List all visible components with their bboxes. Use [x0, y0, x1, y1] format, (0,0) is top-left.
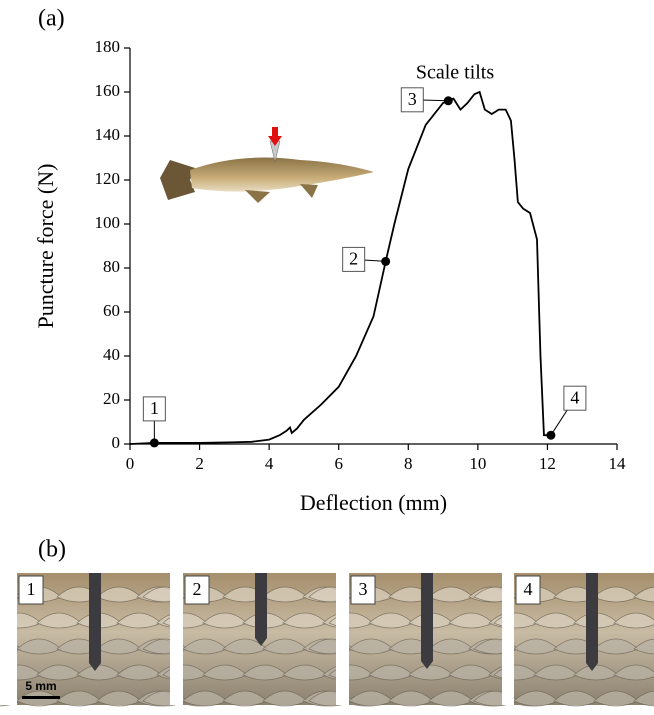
- probe: [586, 573, 598, 663]
- scale-bar-label: 5 mm: [25, 679, 56, 693]
- callout-box: [563, 385, 587, 411]
- fish-body: [190, 157, 374, 192]
- y-tick-label: 80: [103, 257, 120, 276]
- photo-label: 1: [27, 579, 36, 599]
- y-tick-label: 180: [95, 37, 121, 56]
- photo-gap: [336, 573, 349, 705]
- y-tick-label: 160: [95, 81, 121, 100]
- point-marker: [381, 256, 391, 266]
- y-tick-label: 120: [95, 169, 121, 188]
- probe-tip: [255, 638, 267, 646]
- photo-label: 3: [359, 579, 368, 599]
- scale: [613, 612, 654, 629]
- photo-label: 4: [524, 579, 533, 599]
- panel-label: (b): [38, 537, 66, 563]
- callout-label: 2: [349, 249, 358, 269]
- point-marker: [443, 96, 453, 106]
- x-tick-label: 2: [195, 454, 204, 473]
- scale-bar: [22, 696, 60, 699]
- x-tick-label: 0: [126, 454, 135, 473]
- callout-box: [342, 246, 366, 272]
- y-tick-label: 100: [95, 213, 121, 232]
- probe: [89, 573, 101, 663]
- probe-tip: [89, 663, 101, 671]
- probe-tip: [586, 663, 598, 671]
- scale: [633, 586, 654, 603]
- photo-gap: [0, 573, 17, 705]
- probe: [255, 573, 267, 638]
- annotation: Scale tilts: [416, 62, 495, 84]
- scale: [633, 638, 654, 655]
- y-tick-label: 0: [112, 433, 121, 452]
- y-tick-label: 140: [95, 125, 121, 144]
- photo-panels: 1 2 3 4 5 mm: [0, 573, 654, 707]
- point-marker: [546, 430, 556, 440]
- x-tick-label: 14: [609, 454, 627, 473]
- y-axis-label: Puncture force (N): [33, 164, 58, 329]
- y-tick-label: 60: [103, 301, 120, 320]
- photo-label-box: [18, 575, 44, 605]
- panel-label: (a): [38, 6, 65, 32]
- x-axis-label: Deflection (mm): [300, 490, 447, 515]
- photo-label-box: [184, 575, 210, 605]
- photo-label: 2: [193, 579, 202, 599]
- x-tick-label: 6: [334, 454, 343, 473]
- data-line: [129, 90, 551, 445]
- x-tick-label: 12: [539, 454, 556, 473]
- callout-box: [142, 396, 166, 422]
- callout-label: 3: [408, 89, 417, 109]
- callout-box: [400, 87, 424, 113]
- fish-tail: [160, 160, 195, 200]
- photo-gap: [170, 573, 183, 705]
- callout-label: 1: [150, 398, 159, 418]
- probe-tip: [421, 661, 433, 669]
- photo-label-box: [515, 575, 541, 605]
- fish-fins: [245, 184, 318, 203]
- callout-label: 4: [570, 387, 579, 407]
- load-arrow: [268, 127, 282, 146]
- photo-label-box: [350, 575, 376, 605]
- y-tick-label: 40: [103, 345, 120, 364]
- fish-illustration: [160, 127, 374, 203]
- x-tick-label: 10: [469, 454, 486, 473]
- photo: 1: [0, 573, 242, 707]
- scale: [613, 664, 654, 681]
- x-tick-label: 4: [265, 454, 274, 473]
- scale: [633, 690, 654, 707]
- photo-gap: [502, 573, 514, 705]
- x-tick-label: 8: [404, 454, 413, 473]
- y-tick-label: 20: [103, 389, 120, 408]
- probe: [421, 573, 433, 661]
- point-marker: [149, 438, 159, 448]
